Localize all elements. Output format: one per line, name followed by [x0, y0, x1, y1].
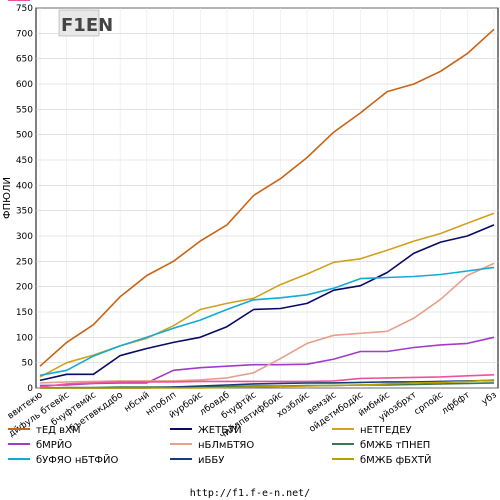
footer-url[interactable]: http://f1.f-e-n.net/	[190, 488, 310, 499]
legend-label: иББУ	[198, 455, 224, 466]
logo-text: F1EN	[61, 15, 113, 36]
y-tick-label: 300	[16, 232, 33, 242]
legend-item: нЕТГЕДЕУ	[332, 425, 412, 436]
y-tick-label: 350	[16, 207, 33, 217]
y-tick-label: 250	[16, 257, 33, 267]
series-line-9	[39, 374, 495, 388]
legend-label: хЙМСНУ	[36, 0, 79, 3]
legend-item: бМЖБ фБХТЙ	[332, 453, 431, 466]
series-line-1	[39, 224, 495, 382]
legend-label: нЕТГЕДЕУ	[360, 425, 412, 436]
logo: F1EN	[58, 9, 113, 37]
y-tick-label: 400	[16, 181, 33, 191]
legend-label: бМРЙО	[36, 438, 72, 451]
y-tick-label: 700	[16, 29, 33, 39]
series-line-6	[39, 266, 495, 377]
y-tick-label: 550	[16, 105, 33, 115]
legend-item: бУФЯО нБТФЙО	[8, 453, 118, 466]
legend-item: хЙМСНУ	[8, 0, 79, 3]
y-tick-label: 600	[16, 80, 33, 90]
legend-item: бМЖБ тПНЕП	[332, 440, 430, 451]
series-line-3	[39, 336, 495, 387]
series-line-4	[39, 262, 495, 384]
legend-label: бУФЯО нБТФЙО	[36, 453, 118, 466]
series-lines	[39, 28, 495, 389]
legend-label: ЖЕТБТЙ	[198, 423, 242, 436]
series-line-8	[40, 379, 495, 389]
y-axis-ticks: 0 50 100 150 200 250 300 350 400 450 500 550 600 650 7…	[16, 4, 33, 394]
y-tick-label: 650	[16, 55, 33, 65]
legend-label: бМЖБ тПНЕП	[360, 440, 430, 451]
series-line-0	[39, 28, 495, 367]
y-tick-label: 750	[16, 4, 33, 14]
y-tick-label: 450	[16, 156, 33, 166]
gridlines	[36, 7, 498, 389]
x-tick-label: лфбфт	[440, 390, 472, 417]
y-tick-label: 100	[16, 333, 33, 343]
legend-label: нБЛмБТЯО	[198, 440, 254, 451]
legend-label: бМЖБ фБХТЙ	[360, 453, 431, 466]
legend-label: тЕД вХМ	[36, 425, 81, 436]
legend-item: ЖЕТБТЙ	[170, 423, 242, 436]
x-tick-label: убз	[480, 390, 499, 407]
y-tick-label: 150	[16, 308, 33, 318]
y-tick-label: 500	[16, 131, 33, 141]
plot-frame	[35, 7, 499, 389]
legend-item: тЕД вХМ	[8, 425, 81, 436]
x-tick-label: српойс	[413, 390, 446, 417]
legend-item: иББУ	[170, 455, 224, 466]
y-tick-label: 200	[16, 283, 33, 293]
logo-badge	[58, 9, 100, 37]
legend-item: бМРЙО	[8, 438, 72, 451]
y-axis-title: ФПЮЛИ	[2, 177, 13, 219]
y-tick-label: 50	[22, 359, 34, 369]
legend: тЕД вХМ ЖЕТБТЙ нЕТГЕДЕУ бМРЙО нБЛмБТЯО бМЖБ т…	[8, 0, 431, 466]
legend-item: нБЛмБТЯО	[170, 440, 254, 451]
y-tick-label: 0	[27, 384, 33, 394]
